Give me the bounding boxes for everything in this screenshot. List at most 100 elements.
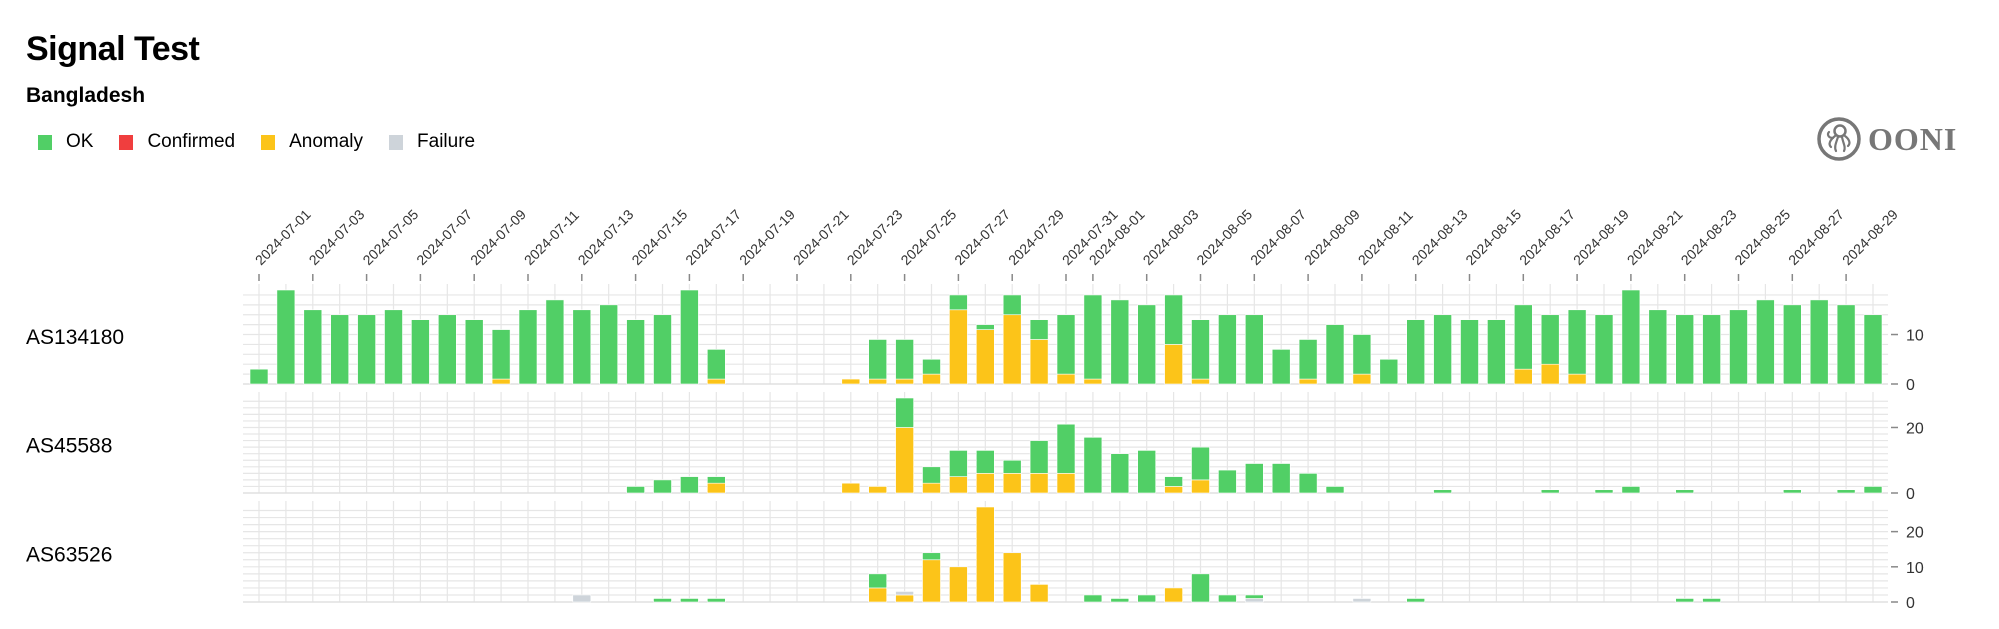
bar-anomaly — [895, 594, 914, 603]
bar-anomaly — [975, 473, 995, 494]
bar-ok — [1083, 594, 1103, 603]
bar-anomaly — [1298, 378, 1318, 385]
bar-ok — [1218, 469, 1237, 494]
bar-ok — [1137, 304, 1156, 385]
bar-ok — [653, 598, 672, 603]
bar-ok — [1621, 486, 1641, 494]
bar-anomaly — [1002, 552, 1022, 603]
legend-item-ok: OK — [38, 131, 93, 153]
bar-ok — [1836, 304, 1856, 385]
bar-anomaly — [1191, 479, 1210, 494]
x-tick-label: 2024-08-09 — [1301, 206, 1363, 268]
legend-swatch-confirmed — [119, 134, 134, 150]
x-tick-label: 2024-07-21 — [790, 206, 852, 268]
bar-ok — [1836, 489, 1856, 494]
x-tick-label: 2024-07-17 — [682, 206, 744, 268]
bar-ok — [1783, 304, 1802, 385]
bar-ok — [706, 598, 726, 603]
bar-anomaly — [1164, 486, 1183, 494]
x-tick-label: 2024-07-05 — [359, 206, 421, 268]
bar-ok — [868, 573, 888, 589]
bar-anomaly — [949, 476, 968, 494]
bar-ok — [1137, 594, 1156, 603]
legend-label: OK — [66, 131, 94, 152]
x-tick-label: 2024-07-29 — [1005, 206, 1067, 268]
bar-ok — [1325, 486, 1345, 494]
bar-anomaly — [841, 482, 861, 494]
x-tick-label: 2024-08-05 — [1193, 206, 1255, 268]
bar-anomaly — [1002, 473, 1022, 494]
bar-ok — [1675, 598, 1694, 603]
legend-swatch-failure — [389, 134, 404, 150]
bar-ok — [518, 309, 538, 385]
bar-ok — [1540, 314, 1560, 365]
x-tick-label: 2024-07-23 — [844, 206, 906, 268]
bar-ok — [1675, 489, 1694, 494]
legend-item-confirmed: Confirmed — [119, 131, 235, 153]
bar-ok — [1594, 489, 1614, 494]
bar-ok — [464, 319, 484, 385]
bar-ok — [1702, 598, 1721, 603]
bar-anomaly — [491, 378, 511, 385]
bar-ok — [599, 304, 619, 385]
bar-anomaly — [922, 482, 941, 494]
x-tick-label: 2024-07-03 — [306, 206, 368, 268]
y-tick-label: 0 — [1906, 595, 1915, 612]
bar-failure — [1245, 598, 1264, 603]
x-tick-label: 2024-08-13 — [1409, 206, 1471, 268]
bar-ok — [1191, 446, 1210, 481]
bar-ok — [1002, 459, 1022, 474]
bar-ok — [653, 314, 672, 385]
bar-ok — [626, 319, 645, 385]
bar-ok — [1029, 440, 1049, 474]
x-tick-label: 2024-07-15 — [628, 206, 690, 268]
x-tick-label: 2024-07-19 — [736, 206, 798, 268]
x-tick-label: 2024-07-09 — [467, 206, 529, 268]
bar-ok — [1002, 294, 1022, 316]
legend-item-failure: Failure — [389, 131, 475, 153]
bar-anomaly — [1164, 344, 1183, 385]
bar-ok — [653, 479, 672, 494]
bar-ok — [1594, 314, 1614, 385]
bar-ok — [1540, 489, 1560, 494]
x-tick-label: 2024-08-29 — [1839, 206, 1901, 268]
x-tick-label: 2024-08-07 — [1247, 206, 1309, 268]
bar-ok — [1675, 314, 1694, 385]
bar-ok — [706, 476, 726, 484]
bar-anomaly — [1056, 373, 1076, 385]
bar-ok — [1164, 294, 1183, 345]
bar-ok — [249, 368, 269, 385]
bar-ok — [680, 289, 699, 385]
bar-ok — [1245, 314, 1264, 385]
x-tick-label: 2024-07-13 — [575, 206, 637, 268]
bar-ok — [330, 314, 350, 385]
y-tick-label: 10 — [1906, 560, 1924, 577]
bar-ok — [1702, 314, 1721, 385]
x-tick-label: 2024-08-23 — [1678, 206, 1740, 268]
y-tick-label: 20 — [1906, 420, 1924, 437]
bar-ok — [1191, 573, 1210, 603]
bar-ok — [1298, 339, 1318, 380]
bar-ok — [922, 466, 941, 484]
bar-ok — [545, 299, 565, 385]
bar-ok — [1406, 319, 1425, 385]
bar-ok — [1271, 349, 1291, 385]
legend-swatch-ok — [38, 134, 52, 150]
x-tick-label: 2024-07-11 — [521, 207, 582, 268]
bar-ok — [975, 450, 995, 474]
bar-ok — [572, 309, 592, 385]
bar-anomaly — [922, 559, 941, 603]
bar-anomaly — [1540, 363, 1560, 385]
bar-ok — [1729, 309, 1748, 385]
bar-ok — [276, 289, 296, 385]
bar-ok — [1863, 314, 1883, 385]
bar-ok — [1756, 299, 1775, 385]
x-tick-label: 2024-08-19 — [1570, 206, 1632, 268]
bar-ok — [895, 397, 914, 428]
y-tick-label: 10 — [1906, 328, 1924, 345]
bar-ok — [1352, 334, 1372, 375]
bar-ok — [1056, 314, 1076, 375]
bar-anomaly — [1567, 373, 1587, 385]
legend-swatch-anomaly — [261, 134, 276, 150]
